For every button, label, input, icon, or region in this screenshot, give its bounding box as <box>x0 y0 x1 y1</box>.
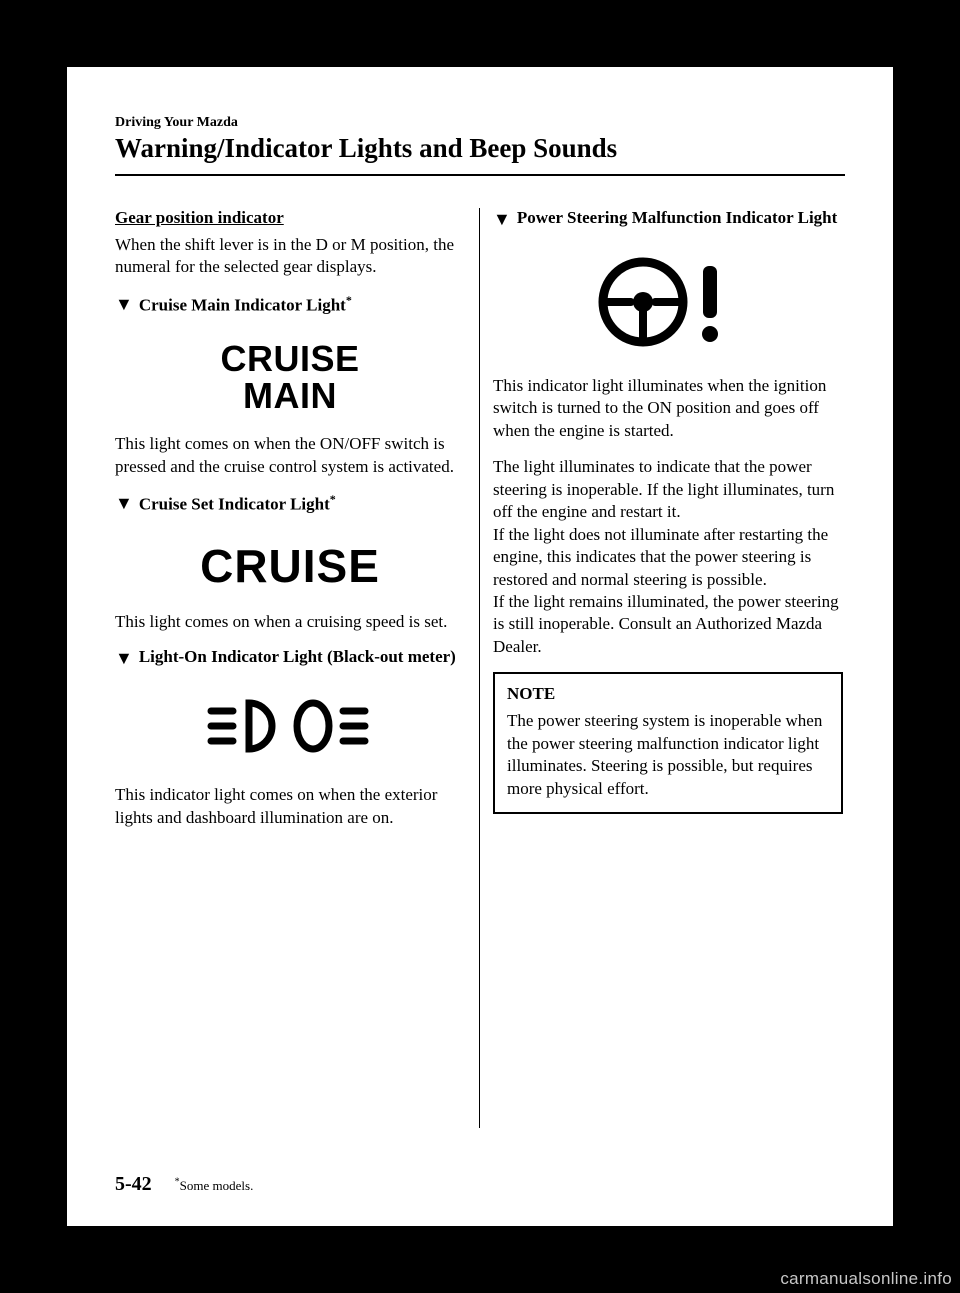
cruise-set-heading: ▼ Cruise Set Indicator Light* <box>115 492 465 515</box>
left-column: Gear position indicator When the shift l… <box>115 208 465 843</box>
power-steering-body-1: This indicator light illuminates when th… <box>493 375 843 442</box>
cruise-set-body: This light comes on when a cruising spee… <box>115 611 465 633</box>
light-on-heading: ▼ Light-On Indicator Light (Black-out me… <box>115 647 465 667</box>
light-on-body: This indicator light comes on when the e… <box>115 784 465 829</box>
note-body: The power steering system is inoperable … <box>507 710 829 800</box>
power-steering-body-2: The light illuminates to indicate that t… <box>493 456 843 523</box>
triangle-bullet-icon: ▼ <box>115 295 133 313</box>
triangle-bullet-icon: ▼ <box>115 649 133 667</box>
power-steering-indicator-icon <box>493 238 843 375</box>
cruise-set-text: CRUISE <box>200 540 380 592</box>
column-divider <box>479 208 480 1128</box>
power-steering-body-4: If the light remains illuminated, the po… <box>493 591 843 658</box>
gear-position-heading: Gear position indicator <box>115 208 465 228</box>
watermark: carmanualsonline.info <box>780 1269 952 1289</box>
power-steering-body-3: If the light does not illuminate after r… <box>493 524 843 591</box>
light-on-heading-text: Light-On Indicator Light (Black-out mete… <box>139 647 465 667</box>
note-box: NOTE The power steering system is inoper… <box>493 672 843 814</box>
manual-page: Driving Your Mazda Warning/Indicator Lig… <box>67 67 893 1226</box>
cruise-main-line2: MAIN <box>220 377 359 415</box>
triangle-bullet-icon: ▼ <box>115 494 133 512</box>
power-steering-heading: ▼ Power Steering Malfunction Indicator L… <box>493 208 843 228</box>
cruise-set-indicator-icon: CRUISE <box>115 525 465 611</box>
cruise-main-heading: ▼ Cruise Main Indicator Light* <box>115 293 465 316</box>
content-area: Gear position indicator When the shift l… <box>115 208 845 1128</box>
section-title: Warning/Indicator Lights and Beep Sounds <box>115 133 845 164</box>
cruise-main-heading-text: Cruise Main Indicator Light* <box>139 293 465 316</box>
cruise-main-body: This light comes on when the ON/OFF swit… <box>115 433 465 478</box>
triangle-bullet-icon: ▼ <box>493 210 511 228</box>
power-steering-heading-text: Power Steering Malfunction Indicator Lig… <box>517 208 843 228</box>
footnote: *Some models. <box>175 1178 254 1193</box>
light-on-indicator-icon <box>115 677 465 784</box>
note-label: NOTE <box>507 684 829 704</box>
page-header: Driving Your Mazda Warning/Indicator Lig… <box>115 115 845 176</box>
right-column: ▼ Power Steering Malfunction Indicator L… <box>493 208 843 814</box>
cruise-set-heading-text: Cruise Set Indicator Light* <box>139 492 465 515</box>
page-number: 5-42 <box>115 1173 152 1195</box>
cruise-main-indicator-icon: CRUISE MAIN <box>115 326 465 434</box>
gear-position-body: When the shift lever is in the D or M po… <box>115 234 465 279</box>
cruise-main-line1: CRUISE <box>220 340 359 378</box>
chapter-name: Driving Your Mazda <box>115 115 845 131</box>
footnote-marker: * <box>330 492 336 506</box>
page-footer: 5-42 *Some models. <box>115 1173 253 1196</box>
footnote-marker: * <box>346 293 352 307</box>
header-rule <box>115 174 845 176</box>
